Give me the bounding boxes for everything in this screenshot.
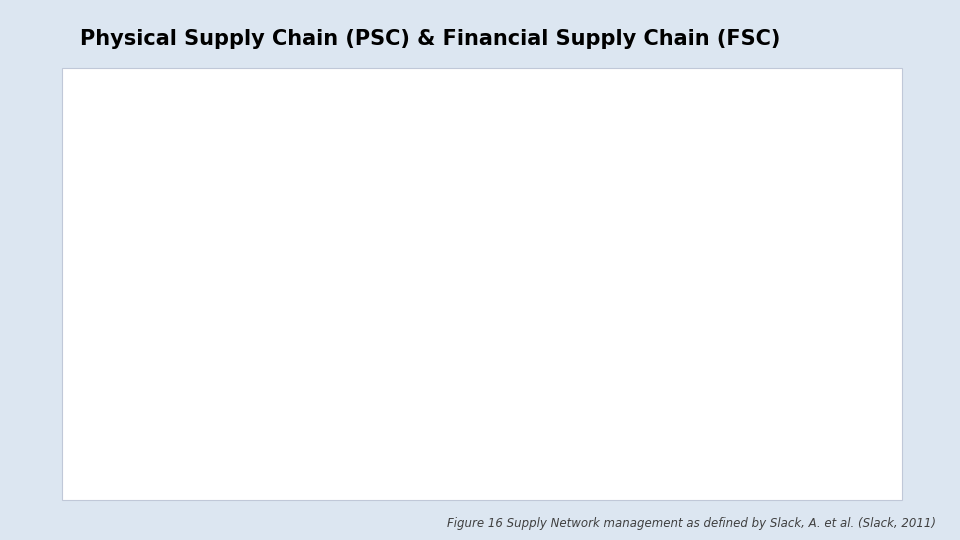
Text: Figure 16 Supply Network management as defined by Slack, A. et al. (Slack, 2011): Figure 16 Supply Network management as d… <box>447 517 936 530</box>
FancyBboxPatch shape <box>62 68 902 500</box>
Text: Physical Supply Chain (PSC) & Financial Supply Chain (FSC): Physical Supply Chain (PSC) & Financial … <box>80 29 780 49</box>
